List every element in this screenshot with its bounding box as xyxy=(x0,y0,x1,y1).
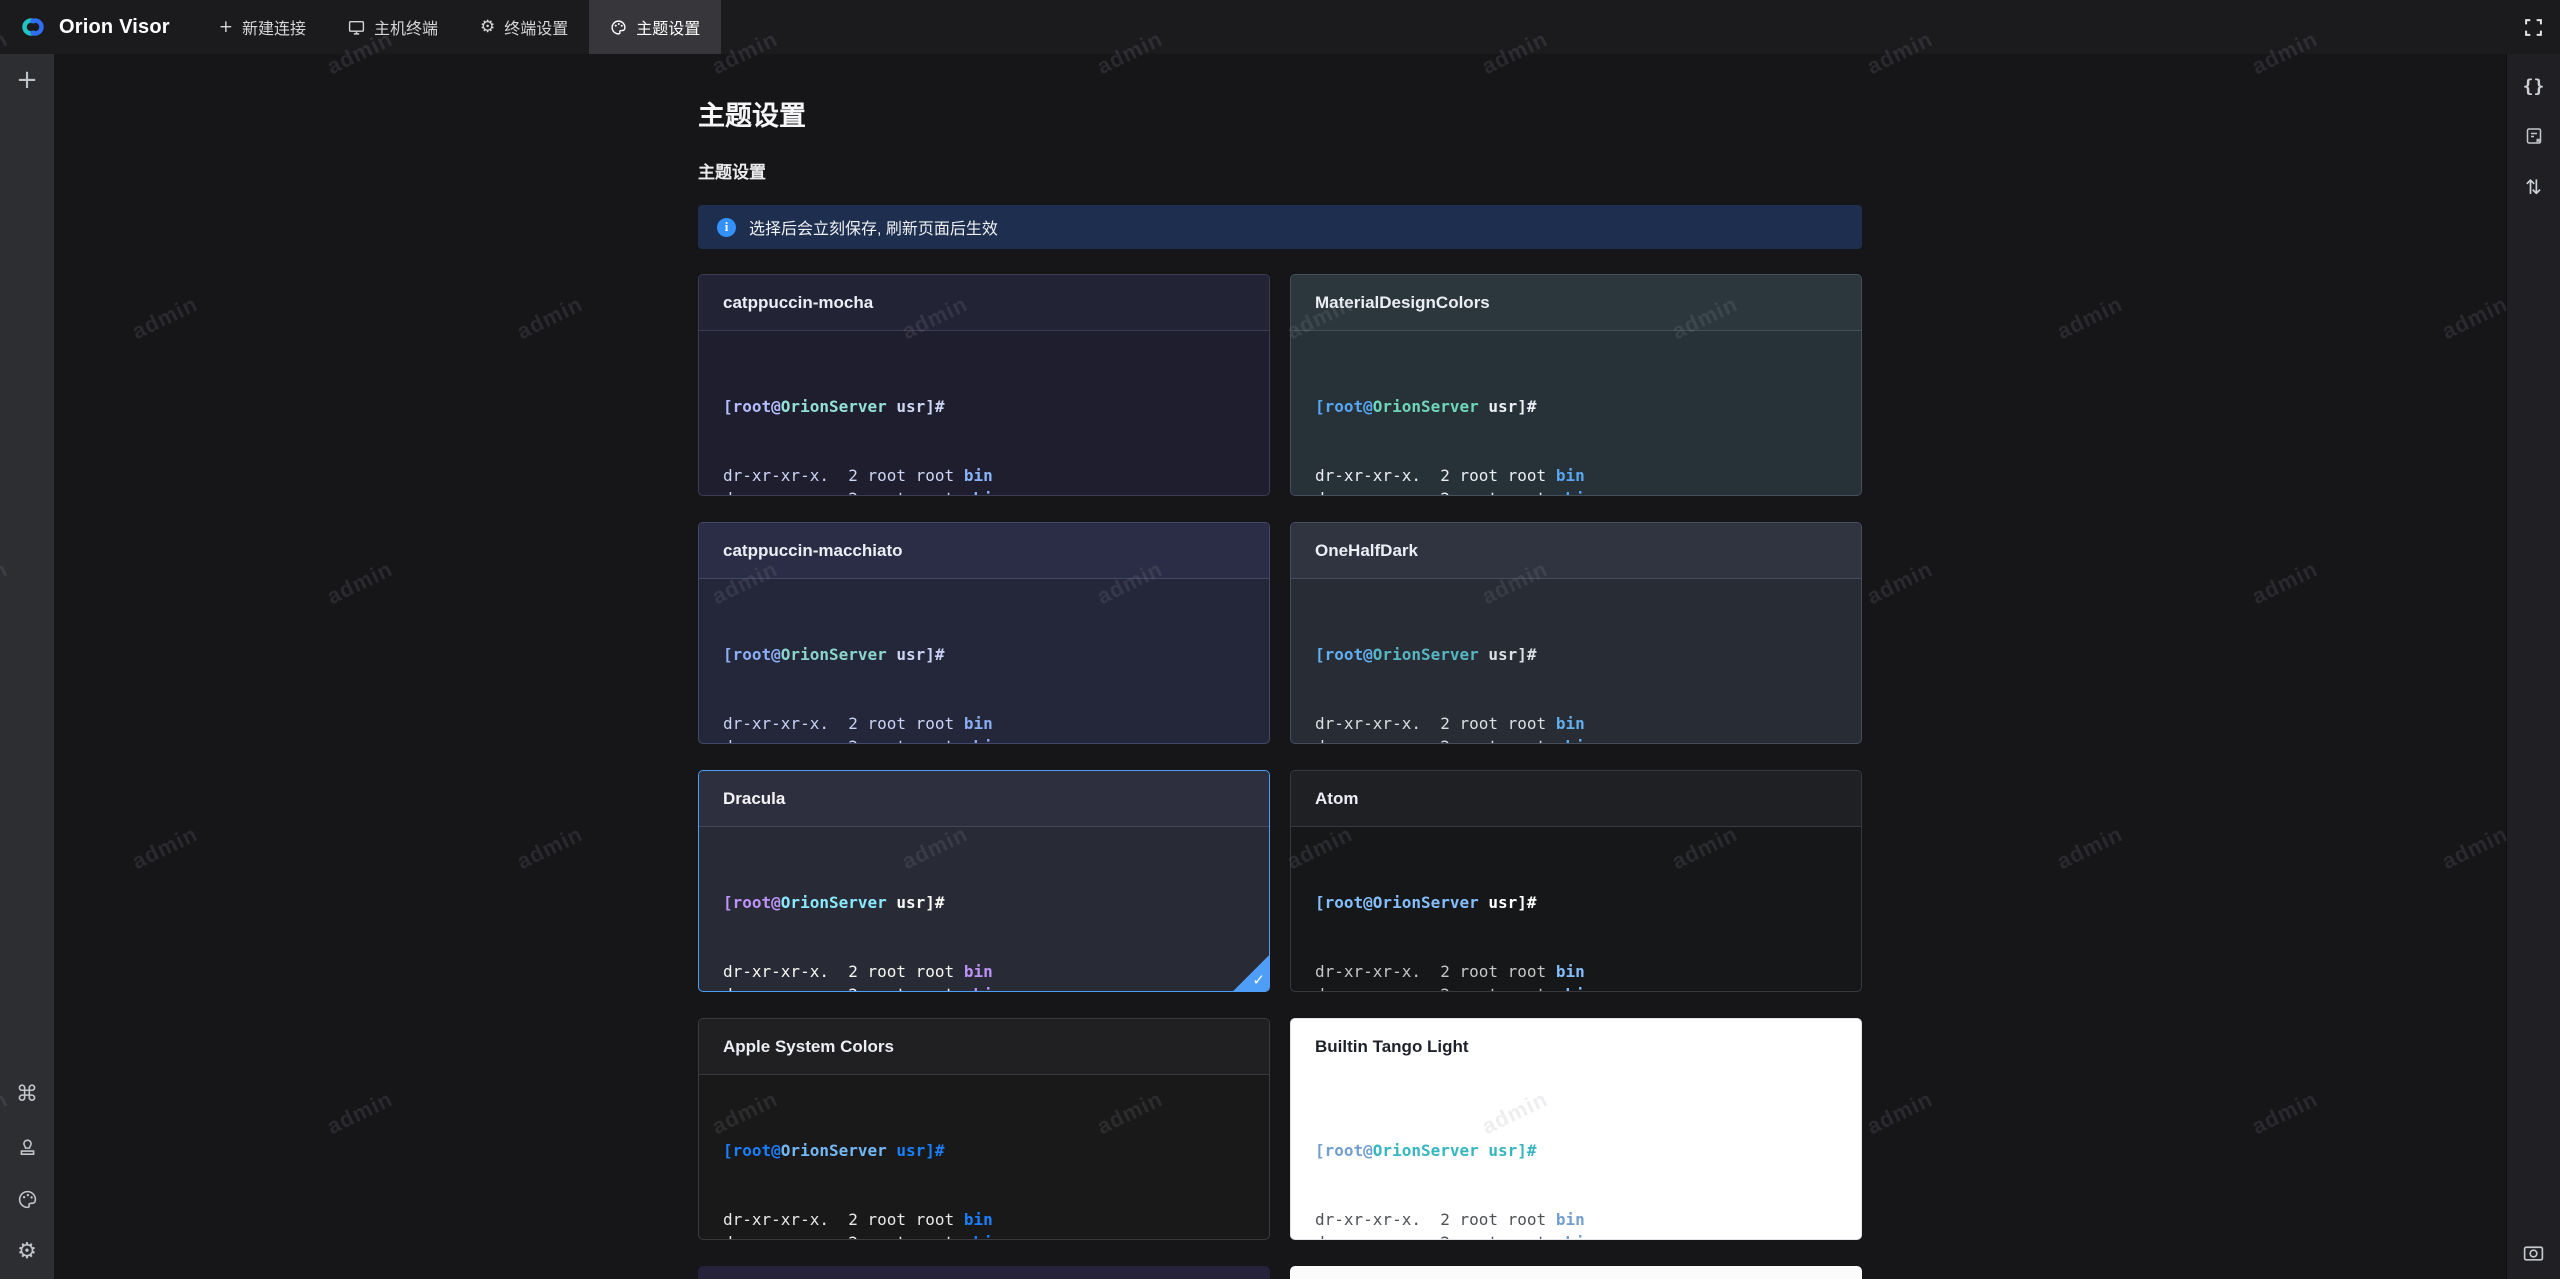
app-title: Orion Visor xyxy=(59,15,170,38)
theme-name: catppuccin-mocha xyxy=(723,292,874,312)
theme-card-header: Builtin Tango Light xyxy=(1291,1019,1861,1075)
theme-card-catppuccin-mocha[interactable]: catppuccin-mocha [root@OrionServer usr]#… xyxy=(698,274,1270,496)
terminal-prompt-line: [root@OrionServer usr]# xyxy=(1315,645,1537,664)
theme-card-header: catppuccin-macchiato xyxy=(699,523,1269,579)
palette-icon[interactable] xyxy=(17,1189,38,1210)
nav-label: 主题设置 xyxy=(636,21,701,38)
theme-card-header: Atom xyxy=(1291,771,1861,827)
nav-label: 新建连接 xyxy=(242,21,307,38)
theme-name: Dracula xyxy=(723,788,786,808)
right-sidebar-bottom xyxy=(2522,1241,2545,1279)
theme-card-dracula[interactable]: Dracula [root@OrionServer usr]# dr-xr-xr… xyxy=(698,770,1270,992)
terminal-listing: dr-xr-xr-x. 2 root root bindr-xr-xr-x. 2… xyxy=(1315,960,1837,991)
right-sidebar: {} ⇅ xyxy=(2506,54,2560,1279)
theme-card-header: Apple System Colors xyxy=(699,1019,1269,1075)
gear-icon: ⚙ xyxy=(480,16,496,37)
palette-icon xyxy=(610,19,627,36)
terminal-prompt-line: [root@OrionServer usr]# xyxy=(1315,1141,1537,1160)
content: 主题设置 主题设置 i 选择后会立刻保存, 刷新页面后生效 catppuccin… xyxy=(698,98,1862,1279)
nav-item-theme-settings[interactable]: 主题设置 xyxy=(589,0,722,54)
left-sidebar-bottom: ⌘ ⚙ xyxy=(16,1084,38,1279)
doc-bookmark-icon[interactable] xyxy=(2524,126,2544,146)
terminal-listing: dr-xr-xr-x. 2 root root bindr-xr-xr-x. 2… xyxy=(723,712,1245,743)
terminal-prompt-line: [root@OrionServer usr]# xyxy=(1315,397,1537,416)
terminal-listing: dr-xr-xr-x. 2 root root bindr-xr-xr-x. 2… xyxy=(723,1210,1002,1239)
left-sidebar: + ⌘ ⚙ xyxy=(0,54,54,1279)
theme-name: OneHalfDark xyxy=(1315,540,1418,560)
theme-card-materialdesigncolors[interactable]: MaterialDesignColors [root@OrionServer u… xyxy=(1290,274,1862,496)
terminal-preview: [root@OrionServer usr]# dr-xr-xr-x. 2 ro… xyxy=(699,331,1269,495)
theme-card-builtin-tango-light[interactable]: Builtin Tango Light [root@OrionServer us… xyxy=(1290,1018,1862,1240)
selected-corner xyxy=(1233,955,1269,991)
terminal-preview: [root@OrionServer usr]# dr-xr-xr-x. 2 ro… xyxy=(1291,827,1861,991)
terminal-preview: [root@OrionServer usr]# dr-xr-xr-x. 2 ro… xyxy=(1291,579,1861,743)
terminal-prompt-line: [root@OrionServer usr]# xyxy=(723,645,945,664)
main-nav: + 新建连接 主机终端 ⚙ 终端设置 主题设置 xyxy=(198,0,722,54)
app-logo-icon xyxy=(18,16,48,38)
terminal-preview: [root@OrionServer usr]# dr-xr-xr-x. 2 ro… xyxy=(699,827,1269,991)
stamp-icon[interactable] xyxy=(17,1137,38,1158)
terminal-prompt-line: [root@OrionServer usr]# xyxy=(723,397,945,416)
theme-card-partial xyxy=(1290,1266,1862,1279)
sort-icon[interactable]: ⇅ xyxy=(2525,175,2542,199)
section-title: 主题设置 xyxy=(698,163,766,182)
theme-name: Apple System Colors xyxy=(723,1036,894,1056)
topbar: Orion Visor + 新建连接 主机终端 ⚙ 终端设置 xyxy=(0,0,2560,54)
theme-card-apple-system-colors[interactable]: Apple System Colors [root@OrionServer us… xyxy=(698,1018,1270,1240)
theme-name: Builtin Tango Light xyxy=(1315,1036,1469,1056)
theme-card-header: Dracula xyxy=(699,771,1269,827)
theme-name: Atom xyxy=(1315,788,1359,808)
nav-item-terminal-settings[interactable]: ⚙ 终端设置 xyxy=(459,0,589,54)
terminal-listing: dr-xr-xr-x. 2 root root bindr-xr-xr-x. 2… xyxy=(1315,1210,1594,1239)
info-icon: i xyxy=(717,217,736,237)
terminal-preview: [root@OrionServer usr]# dr-xr-xr-x. 2 ro… xyxy=(699,1075,1269,1239)
right-sidebar-top: {} ⇅ xyxy=(2523,54,2545,199)
nav-item-host-terminal[interactable]: 主机终端 xyxy=(327,0,459,54)
terminal-preview: [root@OrionServer usr]# dr-xr-xr-x. 2 ro… xyxy=(699,579,1269,743)
camera-icon[interactable] xyxy=(2522,1241,2545,1264)
plus-icon: + xyxy=(218,16,233,37)
app-brand: Orion Visor xyxy=(0,16,198,39)
nav-item-new-connection[interactable]: + 新建连接 xyxy=(198,0,327,54)
theme-card-header: MaterialDesignColors xyxy=(1291,275,1861,331)
theme-card-catppuccin-macchiato[interactable]: catppuccin-macchiato [root@OrionServer u… xyxy=(698,522,1270,744)
terminal-preview: [root@OrionServer usr]# dr-xr-xr-x. 2 ro… xyxy=(1291,1075,1861,1239)
terminal-listing: dr-xr-xr-x. 2 root root bindr-xr-xr-x. 2… xyxy=(723,960,1245,991)
info-alert: i 选择后会立刻保存, 刷新页面后生效 xyxy=(698,205,1862,249)
nav-label: 终端设置 xyxy=(504,21,569,38)
theme-card-onehalfdark[interactable]: OneHalfDark [root@OrionServer usr]# dr-x… xyxy=(1290,522,1862,744)
fullscreen-button[interactable] xyxy=(2506,18,2560,37)
terminal-listing: dr-xr-xr-x. 2 root root bindr-xr-xr-x. 2… xyxy=(1315,712,1837,743)
theme-name: MaterialDesignColors xyxy=(1315,292,1490,312)
terminal-listing: dr-xr-xr-x. 2 root root bindr-xr-xr-x. 2… xyxy=(1315,464,1837,495)
selected-check-icon: ✓ xyxy=(1252,971,1265,989)
command-icon[interactable]: ⌘ xyxy=(16,1082,38,1107)
main-area: 主题设置 主题设置 i 选择后会立刻保存, 刷新页面后生效 catppuccin… xyxy=(54,54,2506,1279)
terminal-prompt-line: [root@OrionServer usr]# xyxy=(1315,893,1537,912)
terminal-preview: [root@OrionServer usr]# dr-xr-xr-x. 2 ro… xyxy=(1291,331,1861,495)
theme-name: catppuccin-macchiato xyxy=(723,540,903,560)
page-title: 主题设置 xyxy=(698,101,806,131)
theme-card-partial xyxy=(698,1266,1270,1279)
theme-card-header: catppuccin-mocha xyxy=(699,275,1269,331)
info-alert-text: 选择后会立刻保存, 刷新页面后生效 xyxy=(749,221,998,238)
braces-icon[interactable]: {} xyxy=(2522,76,2545,97)
monitor-icon xyxy=(348,19,365,36)
theme-grid: catppuccin-mocha [root@OrionServer usr]#… xyxy=(698,274,1862,1279)
nav-label: 主机终端 xyxy=(374,21,439,38)
theme-card-atom[interactable]: Atom [root@OrionServer usr]# dr-xr-xr-x.… xyxy=(1290,770,1862,992)
terminal-listing: dr-xr-xr-x. 2 root root bindr-xr-xr-x. 2… xyxy=(723,464,1245,495)
theme-card-header: OneHalfDark xyxy=(1291,523,1861,579)
gear-icon[interactable]: ⚙ xyxy=(17,1239,37,1264)
add-tab-button[interactable]: + xyxy=(16,65,38,95)
terminal-prompt-line: [root@OrionServer usr]# xyxy=(723,1141,945,1160)
terminal-prompt-line: [root@OrionServer usr]# xyxy=(723,893,945,912)
